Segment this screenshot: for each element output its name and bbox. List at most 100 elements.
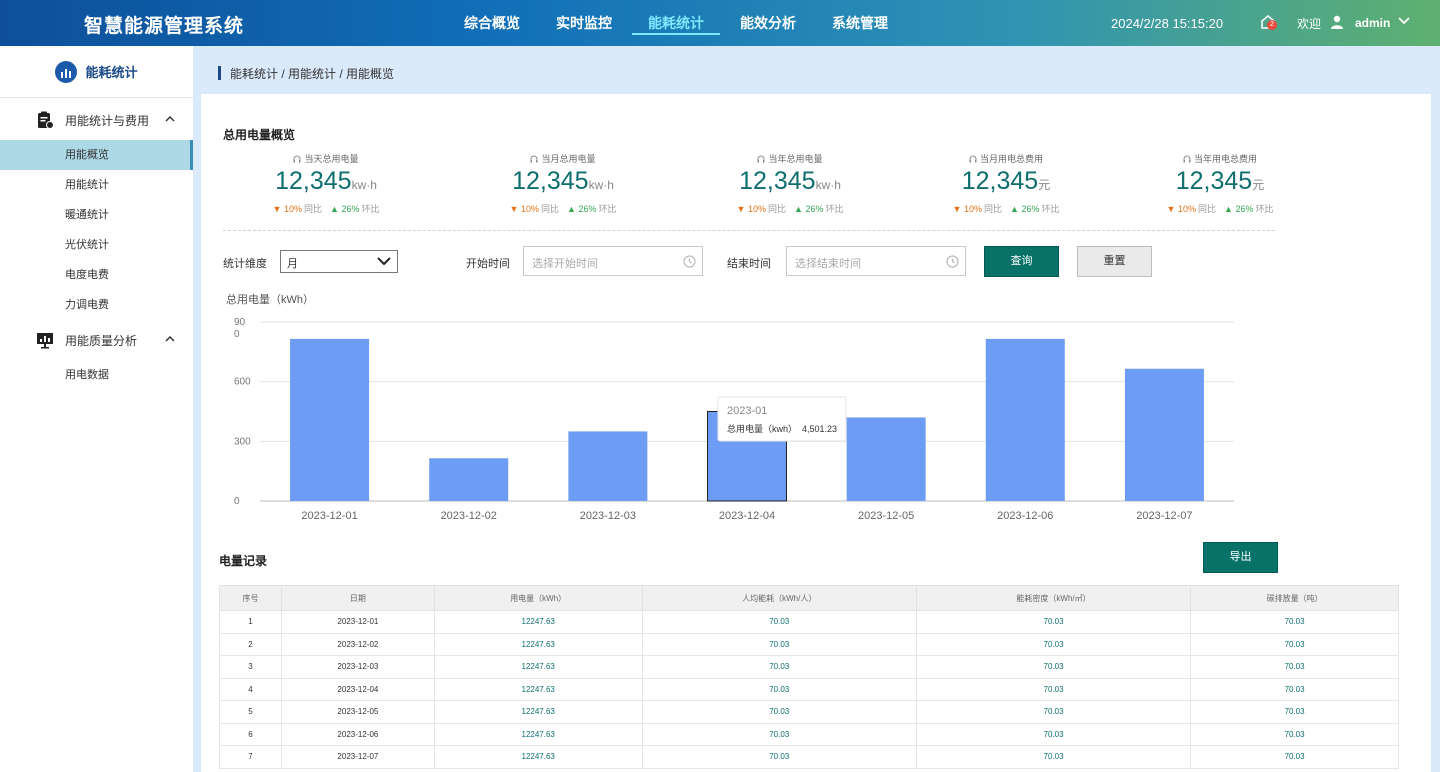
column-header: 用电量（kWh） [433,585,643,611]
stat-unit: kw·h [351,178,377,192]
trend-down: ▼ 10% 同比 [273,202,322,215]
trend-up-label: 环比 [361,204,380,214]
sidebar-item-energy-fee[interactable]: 电度电费 [65,269,109,281]
stat-number: 12,345 [512,167,589,195]
monitor-chart-icon [37,333,53,349]
bar [290,338,370,501]
main-nav: 综合概览 实时监控 能耗统计 能效分析 系统管理 [446,0,906,46]
stat-label: 当年用电总费用 [1115,152,1325,165]
stat-card: 当年总用电量 12,345kw·h ▼ 10% 同比 ▲ 26% 环比 [685,152,895,215]
arrow-up-icon: ▲ [1010,204,1019,214]
breadcrumb-text: 能耗统计 / 用能统计 / 用能概览 [230,66,395,81]
nav-efficiency[interactable]: 能效分析 [740,15,796,31]
stat-label-text: 当年总用电量 [768,154,823,164]
table-cell: 12247.63 [433,745,643,769]
stat-value: 12,345kw·h [221,167,431,196]
stat-number: 12,345 [1175,167,1253,195]
table-cell: 70.03 [1190,722,1399,746]
stat-number: 12,345 [961,167,1039,195]
trend-down-label: 同比 [303,204,322,214]
table-cell: 12247.63 [433,700,643,724]
stat-value: 12,345kw·h [685,167,895,196]
nav-monitor[interactable]: 实时监控 [556,15,612,31]
end-time-input[interactable]: 选择结束时间 [786,246,966,276]
sidebar-item-usage-overview[interactable]: 用能概览 [0,140,193,170]
main-card: 总用电量概览 当天总用电量 12,345kw·h ▼ 10% 同比 ▲ 26% 环比 当月总… [201,94,1431,772]
sidebar-item-power-factor-fee[interactable]: 力调电费 [65,299,109,311]
stat-number: 12,345 [739,167,816,195]
sidebar-group-label: 用能统计与费用 [65,113,150,128]
table-cell: 70.03 [641,700,917,724]
tooltip-box [717,396,847,442]
sidebar-group-quality-analysis[interactable]: 用能质量分析 [0,320,193,360]
nav-system[interactable]: 系统管理 [832,15,888,31]
trend-up: ▲ 26% 环比 [1224,202,1273,215]
table-cell: 70.03 [915,632,1192,656]
table-row: 2 2023-12-02 12247.63 70.03 70.03 70.03 [219,632,1399,656]
trend-up-value: 26% [805,204,824,214]
headphone-icon [1183,155,1191,162]
start-time-label: 开始时间 [466,258,510,270]
y-tick-label: 300 [234,436,251,447]
trend-up-value: 26% [1021,204,1040,214]
query-button[interactable]: 查询 [984,246,1059,277]
export-button[interactable]: 导出 [1203,542,1278,573]
table-cell: 2023-12-07 [280,745,435,769]
sidebar-header: 能耗统计 [0,46,193,98]
arrow-down-icon: ▼ [1166,204,1176,214]
table-cell: 1 [219,610,282,634]
reset-button[interactable]: 重置 [1077,246,1152,277]
trend-up-label: 环比 [1041,204,1060,214]
dimension-value: 月 [287,258,298,270]
start-time-placeholder: 选择开始时间 [532,258,598,270]
table-cell: 70.03 [641,632,917,656]
x-tick-label: 2023-12-02 [441,510,497,522]
nav-energy-stats[interactable]: 能耗统计 [630,0,722,46]
user-icon [1331,15,1343,29]
clipboard-icon [38,111,54,129]
divider [223,230,1275,231]
tooltip-series: 总用电量（kwh） [727,423,797,434]
trend-down-label: 同比 [767,204,786,214]
start-time-input[interactable]: 选择开始时间 [523,246,703,276]
table-row: 1 2023-12-01 12247.63 70.03 70.03 70.03 [219,610,1399,634]
table-header-row: 序号 日期 用电量（kWh） 人均能耗（kWh/人） 能耗密度（kWh/㎡） 碳排放量（吨… [219,585,1399,611]
column-header: 序号 [219,585,282,611]
headphone-icon [530,155,538,162]
trend-up: ▲ 26% 环比 [794,202,843,215]
table-cell: 3 [219,655,282,679]
chevron-down-icon[interactable] [1397,14,1411,28]
trend-up: ▲ 26% 环比 [567,202,616,215]
x-tick-label: 2023-12-06 [997,510,1053,522]
stat-value: 12,345元 [1115,167,1325,196]
trend-down: ▼ 10% 同比 [1167,202,1216,215]
sidebar-item-usage-stats[interactable]: 用能统计 [65,179,109,191]
sidebar-group-usage-cost[interactable]: 用能统计与费用 [0,100,193,140]
trend-down-label: 同比 [540,204,559,214]
dimension-select[interactable]: 月 [280,250,398,273]
stat-number: 12,345 [275,167,352,195]
table-row: 7 2023-12-07 12247.63 70.03 70.03 70.03 [219,745,1399,769]
table-cell: 12247.63 [433,610,643,634]
table-cell: 70.03 [641,655,917,679]
table-row: 5 2023-12-05 12247.63 70.03 70.03 70.03 [219,700,1399,724]
table-row: 4 2023-12-04 12247.63 70.03 70.03 70.03 [219,677,1399,701]
table-cell: 2023-12-06 [280,722,435,746]
username[interactable]: admin [1355,16,1391,30]
stat-value: 12,345kw·h [458,167,668,196]
stat-trend: ▼ 10% 同比 ▲ 26% 环比 [458,202,668,215]
stat-label: 当天总用电量 [221,152,431,165]
table-cell: 2 [219,632,282,656]
stat-unit: kw·h [588,178,614,192]
nav-overview[interactable]: 综合概览 [464,15,520,31]
stat-unit: kw·h [815,178,841,192]
sidebar-item-hvac-stats[interactable]: 暖通统计 [65,209,109,221]
sidebar-item-pv-stats[interactable]: 光伏统计 [65,239,109,251]
arrow-down-icon: ▼ [272,204,282,214]
sidebar-group-label: 用能质量分析 [65,333,138,348]
table-cell: 70.03 [1190,677,1399,701]
column-header: 能耗密度（kWh/㎡） [915,585,1192,611]
stat-trend: ▼ 10% 同比 ▲ 26% 环比 [901,202,1111,215]
sidebar-item-power-data[interactable]: 用电数据 [65,369,109,381]
table-cell: 12247.63 [433,632,643,656]
